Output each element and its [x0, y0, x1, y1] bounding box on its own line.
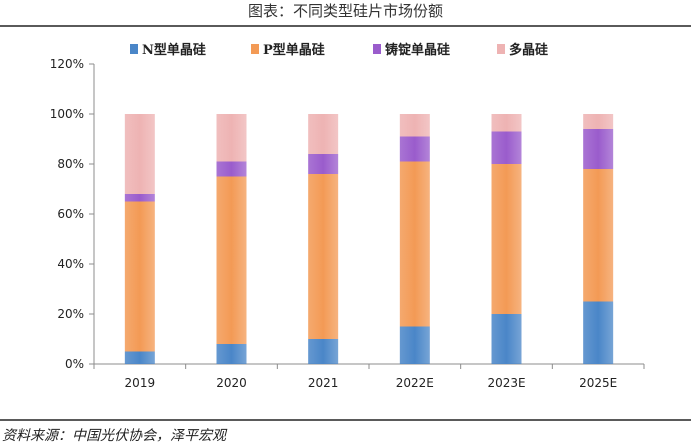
x-tick-label: 2023E — [487, 376, 525, 390]
y-tick-label: 40% — [57, 257, 84, 271]
y-tick-label: 20% — [57, 307, 84, 321]
x-tick-label: 2022E — [396, 376, 434, 390]
bar-segment — [124, 194, 155, 202]
bar-segment — [216, 161, 247, 177]
x-tick-label: 2019 — [125, 376, 156, 390]
bar-segment — [308, 339, 339, 364]
legend: N型单晶硅 P型单晶硅 铸锭单晶硅 多晶硅 — [130, 42, 548, 58]
x-tick-label: 2021 — [308, 376, 339, 390]
x-tick-label: 2020 — [216, 376, 247, 390]
legend-label: P型单晶硅 — [263, 42, 325, 58]
legend-swatch — [497, 44, 505, 54]
source-note: 资料来源：中国光伏协会，泽平宏观 — [2, 428, 226, 444]
bar-segment — [308, 154, 339, 174]
top-rule — [0, 25, 691, 27]
bar-segment — [124, 201, 155, 352]
bar-segment — [399, 114, 430, 137]
legend-label: 多晶硅 — [509, 42, 548, 58]
bottom-rule — [0, 419, 691, 421]
y-tick-label: 60% — [57, 207, 84, 221]
axes: 0% 20% 40% 60% 80% 100% 120% 2019 2020 2021 2022E 2… — [50, 57, 645, 390]
bar-segment — [491, 164, 522, 314]
bar-segment — [124, 351, 155, 364]
bar-segment — [491, 114, 522, 132]
legend-label: N型单晶硅 — [142, 42, 206, 58]
bar-segment — [491, 314, 522, 364]
bar-segment — [308, 114, 339, 154]
legend-swatch — [373, 44, 381, 54]
bar-segment — [583, 114, 614, 129]
bar-segment — [216, 114, 247, 162]
bar-segment — [399, 161, 430, 327]
bar-segment — [399, 136, 430, 162]
bar-segment — [491, 131, 522, 164]
bars — [124, 114, 614, 364]
y-tick-label: 120% — [50, 57, 84, 71]
bar-segment — [583, 129, 614, 169]
chart-title: 图表：不同类型硅片市场份额 — [247, 2, 443, 20]
y-tick-label: 100% — [50, 107, 84, 121]
legend-swatch — [251, 44, 259, 54]
bar-segment — [216, 344, 247, 364]
legend-label: 铸锭单晶硅 — [385, 42, 450, 58]
x-tick-label: 2025E — [579, 376, 617, 390]
bar-segment — [124, 114, 155, 194]
legend-swatch — [130, 44, 138, 54]
y-tick-label: 0% — [65, 357, 84, 371]
bar-segment — [308, 174, 339, 339]
bar-segment — [583, 169, 614, 302]
y-tick-label: 80% — [57, 157, 84, 171]
bar-segment — [216, 176, 247, 344]
bar-segment — [583, 301, 614, 364]
bar-segment — [399, 326, 430, 364]
